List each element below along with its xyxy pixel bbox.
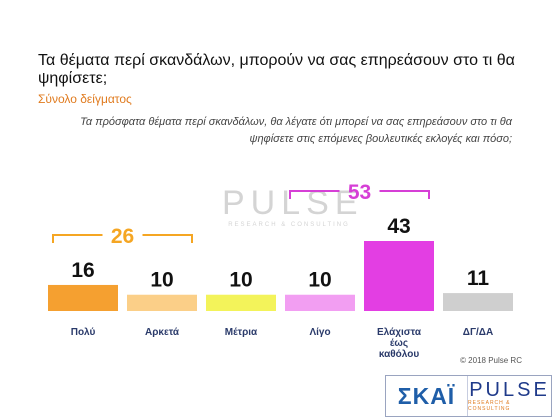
pulse-logo-sub: RESEARCH & CONSULTING: [468, 400, 511, 412]
copyright-text: © 2018 Pulse RC: [460, 356, 522, 365]
bar-5: [364, 241, 434, 311]
group-total-label: 26: [111, 225, 134, 248]
bar-1: [48, 284, 118, 311]
pulse-logo-name: PULSE: [469, 379, 550, 401]
group-bracket-1: [52, 233, 193, 243]
chart-title: Τα θέματα περί σκανδάλων, μπορούν να σας…: [38, 52, 515, 87]
footer-logos: ΣΚΑΪ PULSE RESEARCH & CONSULTING: [385, 375, 552, 417]
category-label: Αρκετά: [145, 327, 180, 338]
category-label: Λίγο: [309, 327, 330, 338]
pulse-logo: PULSE RESEARCH & CONSULTING: [468, 380, 551, 412]
bar-4: [285, 294, 355, 311]
category-label: Μέτρια: [225, 327, 258, 338]
bar-value-label: 11: [467, 267, 490, 290]
bar-value-label: 10: [308, 269, 331, 292]
bar-2: [127, 294, 197, 311]
bar-value-label: 16: [71, 259, 94, 282]
chart-subtitle: Σύνολο δείγματος: [38, 92, 132, 106]
bar-value-label: 43: [387, 215, 410, 238]
survey-question: Τα πρόσφατα θέματα περί σκανδάλων, θα λέ…: [80, 116, 512, 145]
bar-value-label: 10: [229, 269, 252, 292]
category-label: ΔΓ/ΔΑ: [463, 327, 493, 338]
watermark-sub: RESEARCH & CONSULTING: [228, 222, 350, 228]
category-label: Πολύ: [71, 327, 96, 338]
bar-6: [443, 293, 513, 311]
skai-logo: ΣΚΑΪ: [386, 376, 468, 416]
category-label: Ελάχιστα έως καθόλου: [377, 327, 422, 360]
group-bracket-2: [289, 190, 430, 199]
bar-3: [206, 294, 276, 311]
bar-value-label: 10: [150, 269, 173, 292]
group-total-label: 53: [348, 181, 371, 204]
